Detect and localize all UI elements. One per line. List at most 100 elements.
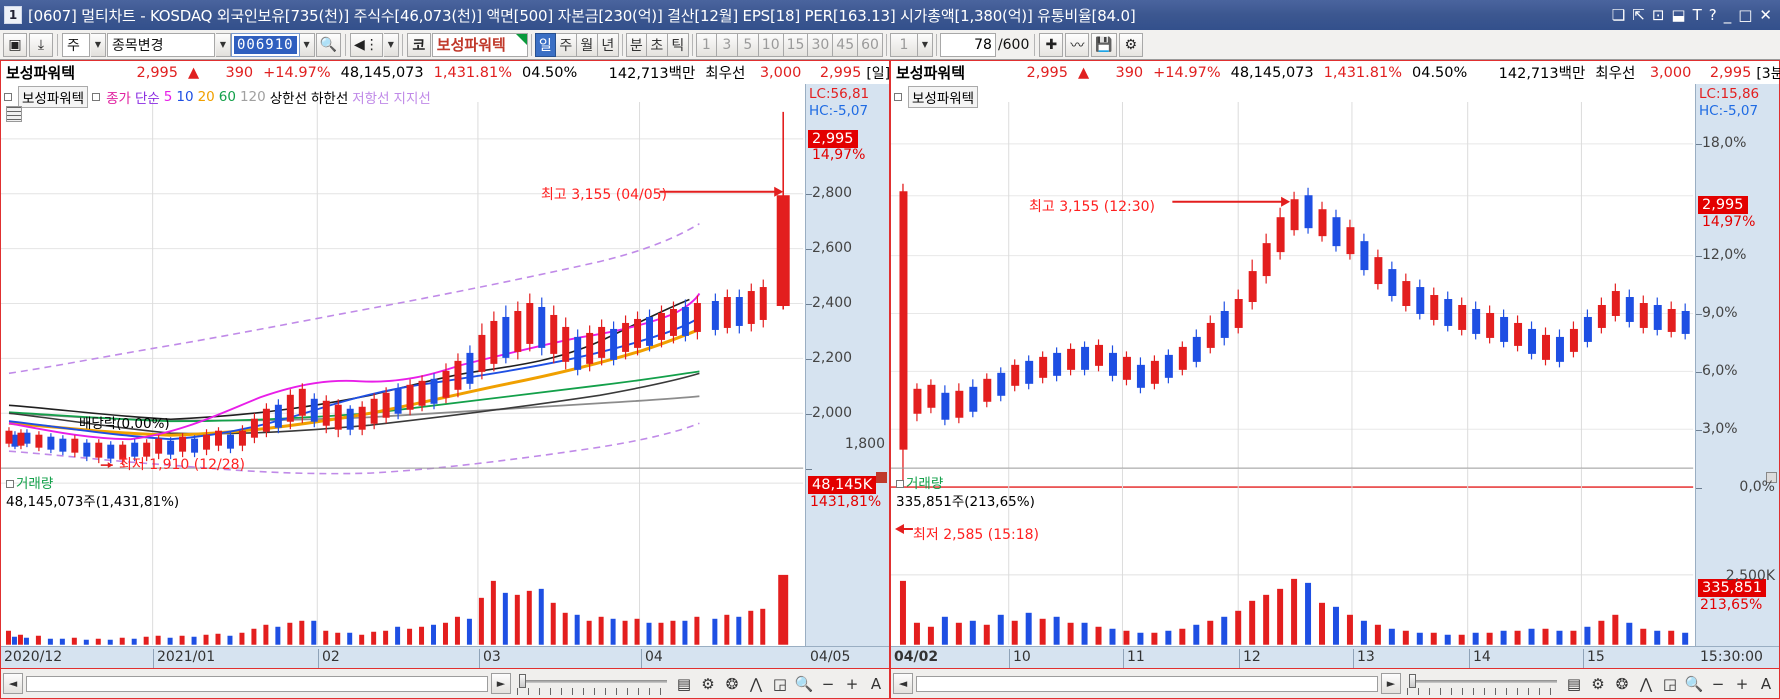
save-chart-icon[interactable]: 💾	[1091, 32, 1117, 57]
legend-ma-toggle-icon[interactable]	[92, 93, 101, 101]
help-icon[interactable]: ?	[1708, 6, 1717, 24]
search-icon[interactable]: 🔍	[315, 32, 342, 57]
period-button-week[interactable]: 주	[555, 32, 577, 57]
legend-ma-label[interactable]: 단순	[134, 91, 160, 107]
restore-group-icon[interactable]: ❏	[1611, 6, 1626, 24]
minute-button-30[interactable]: 30	[808, 32, 834, 57]
minus-icon[interactable]: −	[821, 674, 835, 693]
legend-upper-line[interactable]: 상한선	[269, 91, 307, 107]
legend-ma-60[interactable]: 60	[218, 89, 236, 105]
eraser-icon[interactable]: ◲	[772, 674, 788, 693]
price-axis-daily[interactable]: LC:56,81 HC:-5,07 2,995 14,97% 2,800 2,6…	[805, 84, 889, 668]
chart-plot-daily	[1, 101, 804, 645]
drawing-icon-3min[interactable]: ⋀	[1639, 674, 1653, 693]
legend-lower-line[interactable]: 하한선	[311, 91, 349, 107]
drawing-icon[interactable]: ⋀	[749, 674, 763, 693]
scroll-left-button-3min[interactable]: ◄	[893, 673, 913, 694]
minute-button-45[interactable]: 45	[833, 32, 859, 57]
stock-name-text: 보성파워텍	[436, 36, 506, 54]
period-button-tick[interactable]: 틱	[667, 32, 689, 57]
dock-icon[interactable]: ⬓	[1671, 6, 1686, 24]
chart-style-icon[interactable]: 〰	[1065, 32, 1090, 57]
minute-custom-chevron-down-icon[interactable]: ▼	[917, 32, 933, 57]
minute-button-1[interactable]: 1	[695, 32, 717, 57]
plus-icon[interactable]: +	[845, 674, 859, 693]
axis-tick-1800: 1,800	[844, 436, 885, 452]
minute-button-10[interactable]: 10	[758, 32, 784, 57]
layout-button[interactable]: ▣	[3, 32, 27, 57]
legend-stock-name[interactable]: 보성파워텍	[18, 86, 89, 108]
zoom-slider-knob[interactable]	[519, 673, 526, 688]
minute-button-60[interactable]: 60	[858, 32, 883, 57]
settings-chart-icon[interactable]: ❂	[725, 674, 739, 693]
minimize-icon[interactable]: _	[1723, 6, 1732, 24]
bar-count-input[interactable]: 78	[939, 32, 996, 57]
gear-icon[interactable]: ⚙	[701, 674, 715, 693]
period-button-day[interactable]: 일	[534, 32, 556, 57]
legend-toggle-icon-3min[interactable]	[894, 93, 902, 101]
settings-chart-icon-3min[interactable]: ❂	[1615, 674, 1629, 693]
legend-resistance-line[interactable]: 저항선	[352, 91, 390, 107]
eraser-icon-3min[interactable]: ◲	[1662, 674, 1678, 693]
grid-icon-3min[interactable]: ▤	[1566, 674, 1582, 693]
volume-close-icon[interactable]	[876, 472, 887, 483]
time-axis-3min[interactable]: 04/02 10 11 12 13 14 15 15:30:00	[891, 646, 1779, 668]
font-icon-3min[interactable]: A	[1760, 674, 1772, 693]
stock-code-input[interactable]: 006910	[231, 32, 300, 57]
market-type-chevron-down-icon[interactable]: ▼	[91, 32, 106, 57]
scroll-right-button-3min[interactable]: ►	[1381, 673, 1401, 694]
percent-axis-3min[interactable]: LC:15,86 HC:-5,07 18,0% 2,995 14,97% 12,…	[1695, 84, 1779, 668]
period-button-minute[interactable]: 분	[625, 32, 647, 57]
stock-code-chevron-down-icon[interactable]: ▼	[299, 32, 315, 57]
zoom-slider-knob-3min[interactable]	[1409, 673, 1416, 688]
font-icon[interactable]: A	[870, 674, 882, 693]
legend-stock-name-3min[interactable]: 보성파워텍	[908, 86, 979, 108]
legend-ma-10[interactable]: 10	[176, 89, 194, 105]
volume-toggle-icon-3min[interactable]	[896, 480, 904, 488]
scroll-right-button[interactable]: ►	[491, 673, 511, 694]
grid-settings-icon[interactable]	[6, 106, 22, 122]
crosshair-icon[interactable]: ✚	[1039, 32, 1064, 57]
zoom-slider-3min[interactable]	[1407, 673, 1557, 695]
market-type-select[interactable]: 주	[62, 32, 90, 57]
gear-icon[interactable]: ⚙	[1118, 32, 1143, 57]
date-axis-daily[interactable]: 2020/12 2021/01 02 03 04 04/05	[1, 646, 889, 668]
text-icon[interactable]: T	[1692, 6, 1702, 24]
period-button-year[interactable]: 년	[597, 32, 619, 57]
save-button[interactable]: ⤓	[29, 32, 53, 57]
legend-price-type[interactable]: 종가	[106, 91, 131, 107]
legend-toggle-icon[interactable]	[4, 93, 12, 101]
chart-canvas-daily[interactable]: 보성파워텍 종가 단순 5 10 20 60 120 상한선 하한선 저항선 지…	[0, 84, 890, 669]
minute-custom-value[interactable]: 1	[889, 32, 918, 57]
zoom-icon[interactable]: 🔍	[794, 674, 814, 693]
legend-ma-5[interactable]: 5	[163, 89, 173, 105]
grid-icon[interactable]: ▤	[676, 674, 692, 693]
legend-ma-20[interactable]: 20	[197, 89, 215, 105]
zoom-slider[interactable]	[517, 673, 667, 695]
legend-support-line[interactable]: 지지선	[393, 91, 431, 107]
period-button-month[interactable]: 월	[576, 32, 598, 57]
layout-icon[interactable]: ⊡	[1651, 6, 1665, 24]
scroll-left-button[interactable]: ◄	[3, 673, 23, 694]
stock-change-select[interactable]: 종목변경	[107, 32, 215, 57]
gear-icon-3min[interactable]: ⚙	[1591, 674, 1605, 693]
sound-chevron-down-icon[interactable]: ▼	[383, 32, 399, 57]
horizontal-scrollbar[interactable]	[26, 675, 488, 692]
minus-icon-3min[interactable]: −	[1711, 674, 1725, 693]
close-icon[interactable]: ✕	[1759, 6, 1772, 24]
chart-canvas-3min[interactable]: 보성파워텍 최고 3,155 (12:30) 최저 2,585 (15:18) …	[890, 84, 1780, 669]
minute-button-15[interactable]: 15	[783, 32, 809, 57]
maximize-icon[interactable]: □	[1738, 6, 1753, 24]
minute-button-5[interactable]: 5	[737, 32, 759, 57]
minute-button-3[interactable]: 3	[716, 32, 738, 57]
sound-icon[interactable]: ◀⋮	[350, 32, 383, 57]
stock-change-chevron-down-icon[interactable]: ▼	[216, 32, 231, 57]
period-button-second[interactable]: 초	[646, 32, 668, 57]
zoom-icon-3min[interactable]: 🔍	[1684, 674, 1704, 693]
volume-close-icon-3min[interactable]	[1766, 472, 1777, 483]
legend-ma-120[interactable]: 120	[239, 89, 266, 105]
pin-icon[interactable]: ⇱	[1632, 6, 1645, 24]
plus-icon-3min[interactable]: +	[1735, 674, 1749, 693]
volume-toggle-icon[interactable]	[6, 480, 14, 488]
horizontal-scrollbar-3min[interactable]	[916, 675, 1378, 692]
